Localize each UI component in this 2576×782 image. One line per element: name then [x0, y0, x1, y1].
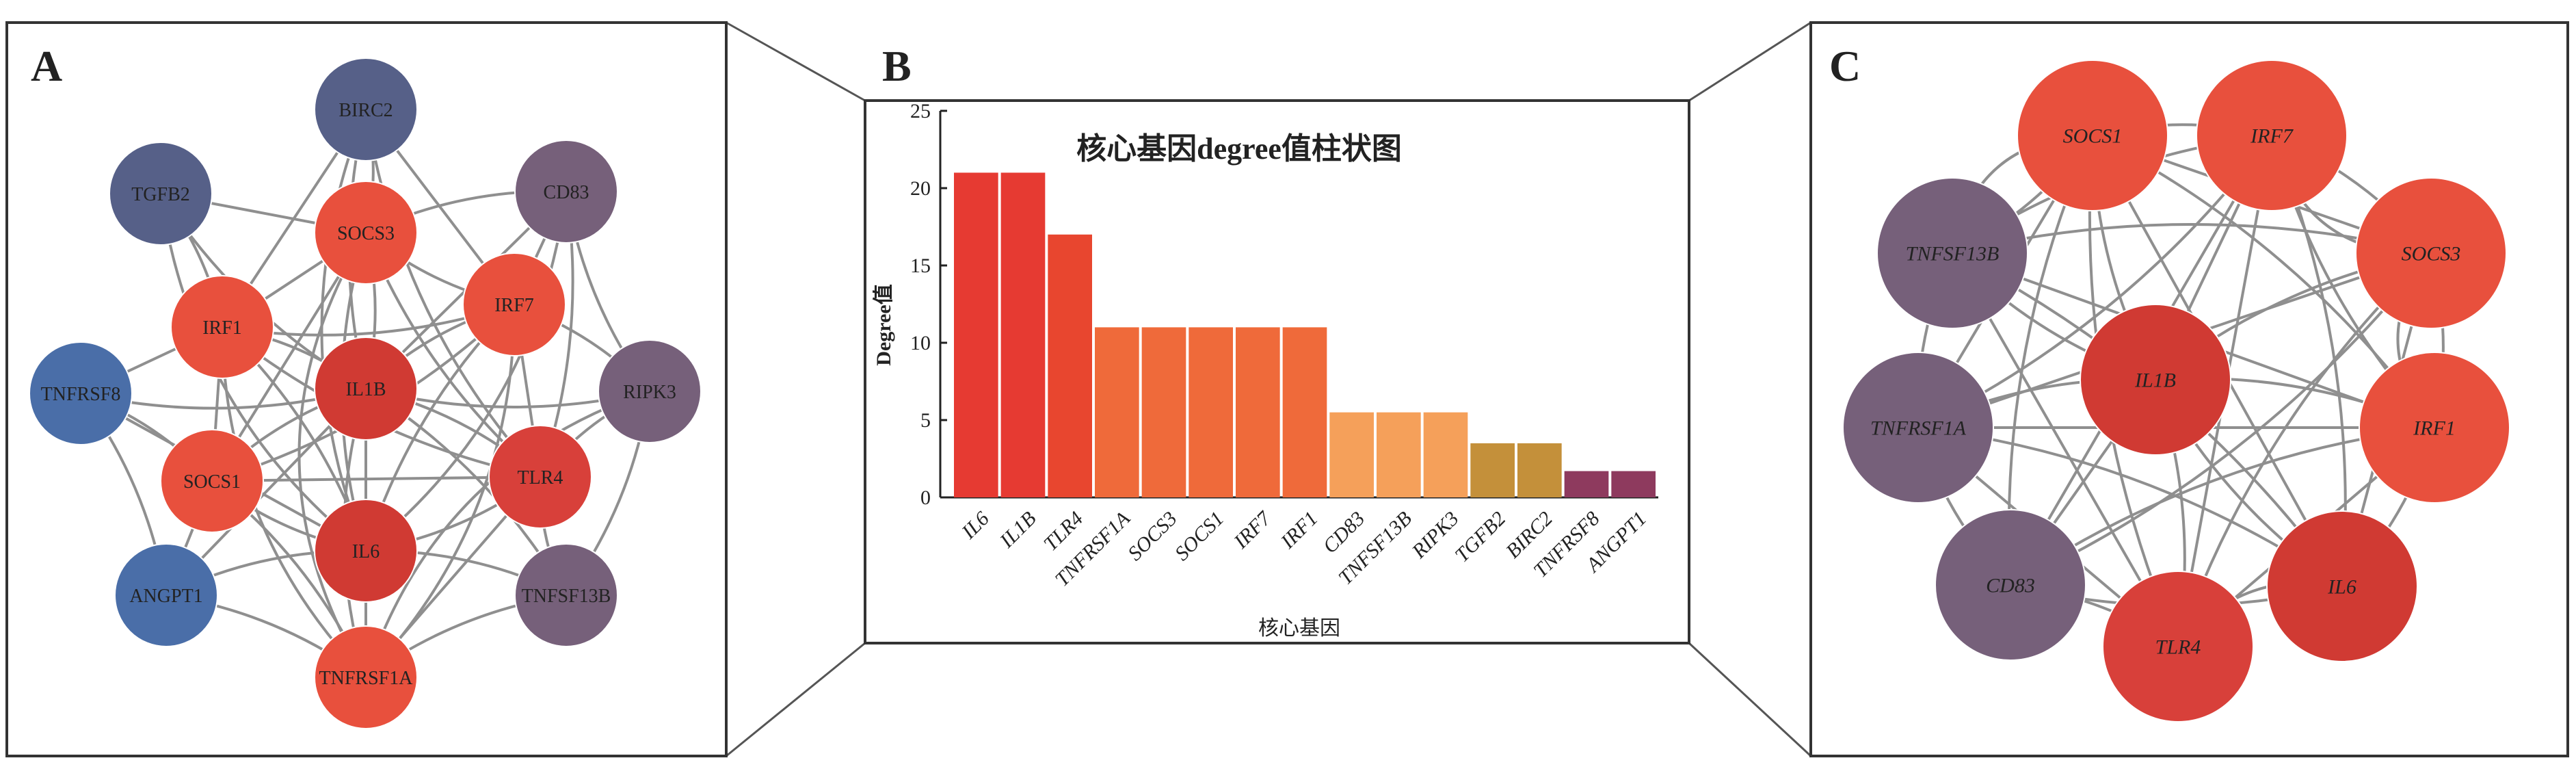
bar-tgfb2: [1470, 443, 1515, 497]
node-label-socs1: SOCS1: [2063, 125, 2123, 148]
node-label-il1b: IL1B: [345, 379, 386, 400]
panel-c-label: C: [1829, 42, 1861, 90]
node-cd83: [514, 140, 618, 244]
node-label-irf7: IRF7: [2250, 125, 2294, 148]
node-label-angpt1: ANGPT1: [129, 586, 202, 607]
edge-tnfrsf1a-ripk3: [364, 390, 650, 678]
node-tlr4: [488, 425, 592, 529]
node-label-tgfb2: TGFB2: [131, 184, 190, 205]
node-label-cd83: CD83: [544, 182, 589, 203]
bar-socs3: [1141, 327, 1186, 497]
node-label-il6: IL6: [2327, 576, 2356, 599]
bar-tlr4: [1048, 234, 1092, 497]
node-label-ripk3: RIPK3: [623, 382, 676, 403]
node-angpt1: [114, 543, 218, 647]
chart-title: 核心基因degree值柱状图: [1076, 132, 1402, 166]
bar-birc2: [1517, 443, 1562, 497]
bar-tnfrsf8: [1564, 471, 1609, 497]
node-label-socs3: SOCS3: [2402, 243, 2461, 265]
panel-c: C SOCS1 IRF7 TNFSF13B SOCS3 IL1B TNFRSF1A IRF1…: [1809, 21, 2569, 757]
node-label-tnfrsf1a: TNFRSF1A: [1870, 417, 1967, 440]
node-label-irf1: IRF1: [2413, 417, 2456, 440]
y-tick-label: 0: [920, 486, 931, 509]
node-irf1: [2359, 352, 2510, 504]
edge-socs3-cd83: [2010, 252, 2432, 586]
node-cd83: [1935, 509, 2086, 661]
node-socs1: [2017, 60, 2168, 211]
panel-a-label: A: [31, 42, 62, 90]
node-label-il6: IL6: [352, 541, 380, 562]
node-birc2: [314, 57, 418, 161]
node-tnfsf13b: [1876, 177, 2028, 329]
edge-irf1-tnfrsf1a: [221, 326, 367, 679]
panel-connectors: [726, 21, 1812, 757]
node-tnfrsf1a: [1842, 352, 1994, 504]
y-tick-label: 20: [910, 177, 931, 200]
node-label-tnfrsf8: TNFRSF8: [41, 384, 121, 405]
node-il1b: [2080, 304, 2231, 456]
panel-a: A BIRC2 TGFB2 CD83 SOCS3 IRF1 IRF7 IL1B RIPK3 TN…: [5, 21, 728, 757]
network-a-nodes: BIRC2 TGFB2 CD83 SOCS3 IRF1 IRF7 IL1B RIPK3 TNFR…: [29, 57, 702, 729]
panel-b-label: B: [882, 42, 912, 90]
bar-irf7: [1236, 327, 1280, 497]
bar-cd83: [1329, 412, 1374, 497]
y-tick-label: 25: [910, 100, 931, 122]
node-socs3: [314, 181, 418, 285]
node-label-socs1: SOCS1: [183, 471, 241, 493]
bar-il1b: [1000, 172, 1046, 497]
y-axis-label: Degree值: [873, 284, 895, 365]
node-socs3: [2355, 177, 2507, 329]
edge-birc2-il6: [320, 109, 367, 551]
y-tick-label: 5: [920, 409, 931, 432]
bar-il6: [954, 172, 998, 497]
node-il6: [314, 499, 418, 603]
bar-socs1: [1189, 327, 1233, 497]
edge-birc2-tlr4: [364, 109, 542, 478]
node-label-tnfsf13b: TNFSF13B: [522, 586, 611, 607]
node-label-irf1: IRF1: [202, 317, 242, 339]
node-irf1: [170, 275, 274, 379]
y-tick-label: 10: [910, 332, 931, 354]
node-label-birc2: BIRC2: [338, 100, 393, 121]
network-c-nodes: SOCS1 IRF7 TNFSF13B SOCS3 IL1B TNFRSF1A IRF1 CD…: [1842, 60, 2510, 722]
node-socs1: [160, 429, 264, 533]
node-tgfb2: [109, 142, 213, 246]
node-label-il1b: IL1B: [2134, 369, 2176, 392]
bar-irf1: [1282, 327, 1327, 497]
node-tnfrsf1a: [314, 625, 418, 729]
node-tlr4: [2102, 571, 2254, 722]
node-label-tlr4: TLR4: [2155, 636, 2201, 659]
node-label-cd83: CD83: [1986, 575, 2035, 597]
node-label-tlr4: TLR4: [518, 467, 563, 488]
edge-cd83-il6: [364, 191, 568, 552]
node-il1b: [314, 337, 418, 441]
y-tick-label: 15: [910, 255, 931, 277]
x-axis-label: 核心基因: [1258, 617, 1340, 640]
node-irf7: [2196, 60, 2348, 211]
node-label-tnfsf13b: TNFSF13B: [1906, 243, 2000, 265]
node-ripk3: [598, 339, 702, 443]
node-irf7: [462, 252, 566, 356]
bar-tnfrsf1a: [1095, 327, 1139, 497]
bar-ripk3: [1423, 412, 1468, 497]
node-label-tnfrsf1a: TNFRSF1A: [319, 668, 414, 689]
node-label-irf7: IRF7: [494, 295, 534, 316]
bar-angpt1: [1611, 471, 1656, 497]
node-tnfrsf8: [29, 341, 133, 445]
node-tnfsf13b: [514, 543, 618, 647]
node-label-socs3: SOCS3: [337, 223, 395, 244]
bar-tnfsf13b: [1377, 412, 1421, 497]
node-il6: [2266, 510, 2418, 662]
